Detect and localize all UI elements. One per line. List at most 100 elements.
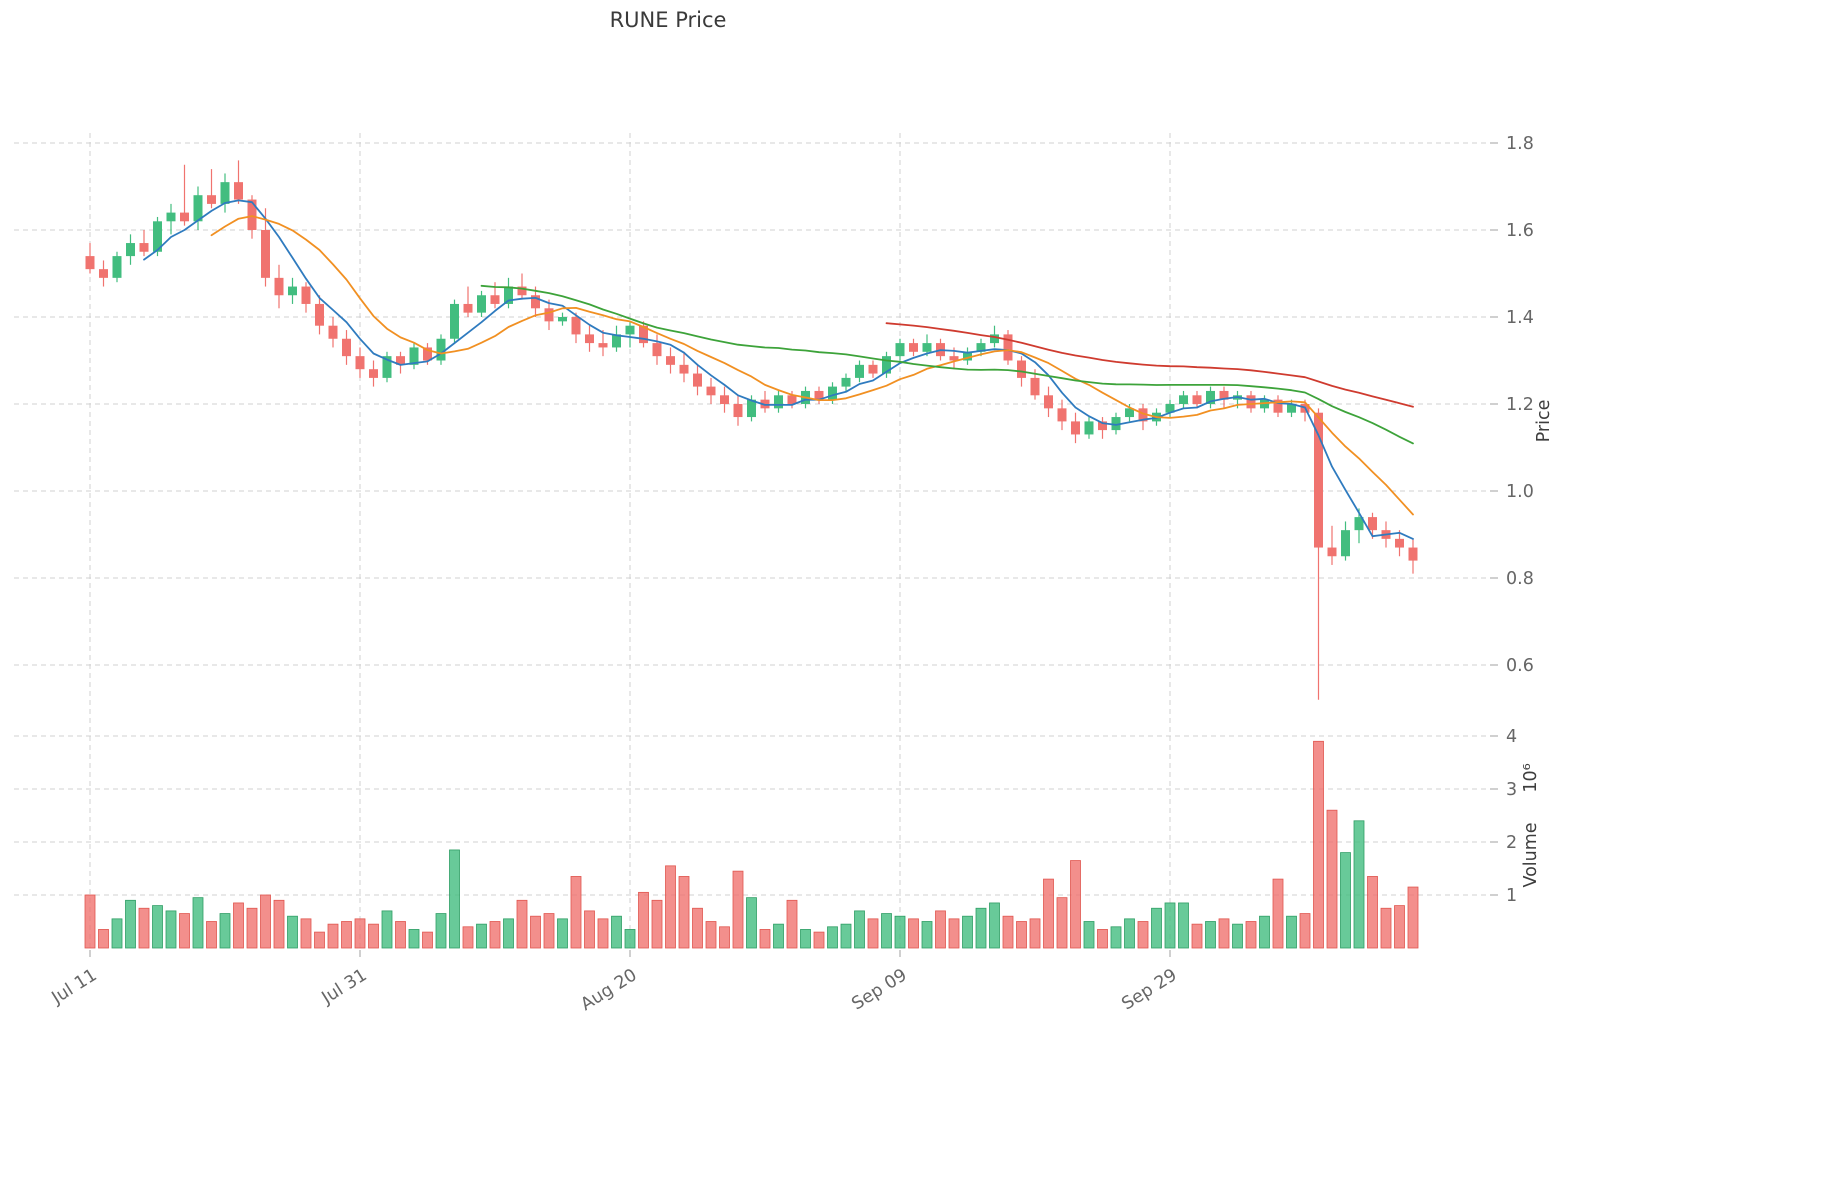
candle-body <box>828 386 837 400</box>
volume-bar <box>827 926 838 949</box>
ma-line-ma30 <box>480 284 1414 445</box>
price-tick-label: 0.8 <box>1506 569 1534 589</box>
candle-body <box>814 390 824 400</box>
volume-bar <box>894 915 906 949</box>
volume-bar <box>786 899 798 949</box>
candle-body <box>1287 404 1296 413</box>
volume-bar <box>273 899 285 949</box>
volume-bar <box>462 926 474 949</box>
price-axis-title: Price <box>1534 400 1554 443</box>
candle-body <box>517 286 527 296</box>
volume-bar <box>368 923 379 949</box>
candle-body <box>409 347 419 365</box>
candle-body <box>1057 408 1067 422</box>
volume-bar <box>206 921 217 949</box>
volume-tick-label: 3 <box>1506 780 1517 800</box>
candle-body <box>423 347 432 361</box>
volume-bar <box>1178 902 1189 949</box>
candle-body <box>207 195 216 204</box>
volume-bar <box>1151 907 1162 949</box>
moving-average-lines <box>143 199 1414 540</box>
volume-bar <box>584 910 595 949</box>
candle-body <box>1098 421 1107 431</box>
candle-body <box>288 286 297 296</box>
volume-bar <box>449 849 460 949</box>
volume-bar <box>1097 929 1108 949</box>
volume-bar <box>881 913 892 949</box>
ma-line-ma5 <box>143 199 1414 540</box>
volume-bar <box>1029 918 1041 949</box>
volume-bar <box>746 897 757 949</box>
volume-bar <box>732 870 744 949</box>
candle-body <box>1044 395 1053 409</box>
candle-body <box>234 182 243 200</box>
price-tick-label: 1.8 <box>1506 134 1534 154</box>
candle-body <box>477 295 486 313</box>
volume-bar <box>800 929 811 949</box>
volume-bar <box>854 910 865 949</box>
candle-body <box>558 317 567 322</box>
volume-bar <box>476 923 487 949</box>
candle-body <box>180 212 189 222</box>
candle-body <box>1111 417 1121 431</box>
candle-body <box>706 386 716 396</box>
volume-bar <box>422 931 433 949</box>
candle-body <box>126 243 135 257</box>
volume-bar <box>1164 902 1176 949</box>
candle-body <box>1246 395 1256 409</box>
volume-bar <box>219 913 231 949</box>
candle-body <box>490 295 500 304</box>
candle-body <box>895 343 905 357</box>
candle-body <box>679 364 689 374</box>
volume-bar <box>1232 923 1243 949</box>
candle-body <box>1219 390 1229 400</box>
candle-body <box>463 303 473 313</box>
volume-bar <box>948 918 960 949</box>
volume-tick-label: 2 <box>1506 833 1517 853</box>
volume-bar <box>1259 915 1270 949</box>
candle-body <box>1206 390 1215 404</box>
volume-bar <box>125 899 136 949</box>
volume-bar <box>557 918 568 949</box>
candle-body <box>882 356 891 374</box>
volume-bar <box>1286 915 1297 949</box>
volume-panel-bars <box>84 740 1419 949</box>
volume-bar <box>813 931 825 949</box>
volume-bar <box>287 915 298 949</box>
volume-bar <box>1205 921 1216 949</box>
volume-bar <box>179 913 190 949</box>
volume-bar <box>1407 886 1419 949</box>
candle-body <box>544 308 554 322</box>
volume-bar <box>975 907 987 949</box>
volume-bar <box>1340 852 1351 949</box>
candle-body <box>571 317 581 335</box>
volume-bar <box>111 918 123 949</box>
volume-bar <box>152 905 163 949</box>
volume-bar <box>435 913 447 949</box>
volume-bar <box>665 865 676 949</box>
volume-bar <box>84 894 96 949</box>
candle-body <box>1165 404 1175 413</box>
candle-body <box>733 404 743 418</box>
date-tick-label: Jul 31 <box>318 965 371 1008</box>
volume-bar <box>651 899 663 949</box>
volume-bar <box>327 923 339 949</box>
volume-bar <box>395 921 406 949</box>
volume-bar <box>1083 921 1095 949</box>
volume-bar <box>1313 740 1324 949</box>
volume-bar <box>1380 907 1392 949</box>
candle-body <box>666 356 675 365</box>
volume-bar <box>381 910 393 949</box>
ma-line-ma10 <box>210 215 1414 516</box>
ma-line-ma60 <box>885 322 1414 408</box>
candle-body <box>949 356 959 361</box>
volume-bar <box>233 902 244 949</box>
volume-bar <box>705 921 717 949</box>
price-tick-label: 1.0 <box>1506 482 1534 502</box>
candle-body <box>990 334 999 344</box>
candle-body <box>1030 377 1040 396</box>
candle-body <box>436 338 446 361</box>
candle-body <box>841 377 851 387</box>
candle-body <box>85 256 95 270</box>
volume-bar <box>1353 820 1365 949</box>
